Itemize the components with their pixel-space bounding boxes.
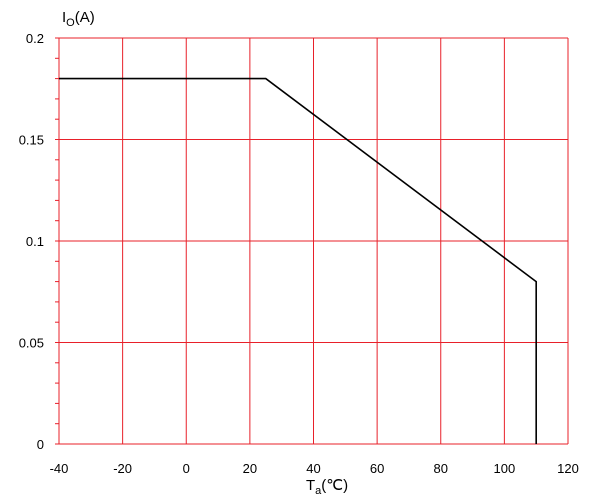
y-axis-label: IO(A) — [62, 9, 95, 29]
x-axis-label: Ta(℃) — [306, 477, 348, 497]
x-tick-label: 120 — [557, 461, 579, 476]
x-tick-label: 40 — [306, 461, 320, 476]
y-tick-label: 0 — [37, 437, 44, 452]
series-group — [59, 77, 537, 444]
y-tick-label: 0.15 — [19, 133, 44, 148]
y-minor-ticks — [55, 37, 59, 445]
series-line — [59, 77, 537, 444]
y-tick-label: 0.1 — [26, 234, 44, 249]
x-tick-label: -40 — [50, 461, 69, 476]
x-tick-label: 0 — [183, 461, 190, 476]
x-tick-labels: -40 -20 0 20 40 60 80 100 120 — [50, 461, 579, 476]
x-tick-label: 60 — [370, 461, 384, 476]
y-tick-labels: 0 0.05 0.1 0.15 0.2 — [19, 31, 44, 452]
x-tick-label: 80 — [434, 461, 448, 476]
x-tick-label: 100 — [494, 461, 516, 476]
x-tick-label: 20 — [243, 461, 257, 476]
y-tick-label: 0.2 — [26, 31, 44, 46]
x-tick-label: -20 — [113, 461, 132, 476]
grid — [58, 37, 569, 445]
y-tick-label: 0.05 — [19, 336, 44, 351]
